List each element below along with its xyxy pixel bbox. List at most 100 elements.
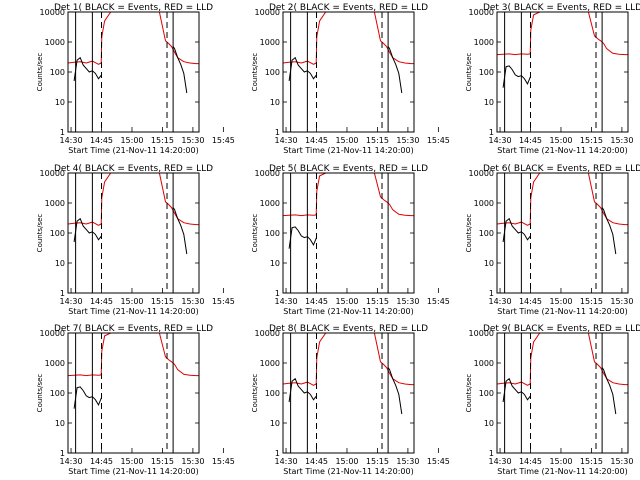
y-axis-label: Counts/sec — [465, 53, 473, 92]
y-tick-label: 100 — [50, 389, 65, 398]
panel-frame — [496, 11, 629, 133]
x-tick-label: 14:30 — [489, 297, 512, 306]
x-axis-label: Start Time (21-Nov-11 14:20:00) — [283, 467, 413, 476]
x-tick-label: 15:00 — [549, 136, 572, 145]
x-tick-label: 14:30 — [489, 457, 512, 466]
y-axis-label: Counts/sec — [251, 214, 259, 253]
panel-7: Det 7( BLACK = Events, RED = LLD 1 10 100 10… — [36, 324, 235, 476]
events-series-line — [73, 386, 102, 409]
y-axis-label: Counts/sec — [251, 374, 259, 413]
panel-title: Det 6( BLACK = Events, RED = LLD — [483, 164, 640, 174]
panel-frame — [282, 11, 415, 133]
y-tick-label: 1000 — [45, 199, 65, 208]
y-tick-label: 10000 — [469, 8, 494, 17]
events-series-line — [172, 207, 188, 255]
panel-title: Det 7( BLACK = Events, RED = LLD — [54, 324, 213, 334]
x-tick-label: 15:15 — [580, 136, 603, 145]
events-series-line — [387, 46, 403, 94]
y-axis-label: Counts/sec — [251, 53, 259, 92]
lld-series-line — [68, 12, 199, 65]
y-tick-label: 1 — [60, 449, 65, 458]
x-tick-label: 15:30 — [610, 457, 633, 466]
lld-series-line — [68, 173, 199, 226]
events-series-line — [601, 207, 617, 255]
x-tick-label: 15:15 — [151, 297, 174, 306]
panel-frame — [282, 332, 415, 454]
panel-1: Det 1( BLACK = Events, RED = LLD 1 10 100 10… — [36, 3, 235, 155]
y-tick-label: 1 — [275, 449, 280, 458]
x-tick-label: 14:45 — [90, 457, 113, 466]
x-tick-label: 14:45 — [305, 136, 328, 145]
y-axis-label: Counts/sec — [36, 53, 44, 92]
plot-area — [68, 173, 199, 255]
x-tick-label: 15:00 — [120, 457, 143, 466]
x-tick-label: 15:30 — [396, 457, 419, 466]
y-tick-label: 10 — [55, 419, 65, 428]
y-tick-label: 1000 — [474, 38, 494, 47]
panel-frame — [67, 332, 200, 454]
x-tick-label: 15:00 — [549, 457, 572, 466]
y-tick-label: 10000 — [469, 169, 494, 178]
x-axis-label: Start Time (21-Nov-11 14:20:00) — [68, 467, 198, 476]
x-tick-label: 15:30 — [610, 297, 633, 306]
x-tick-label: 15:15 — [580, 457, 603, 466]
y-tick-label: 1 — [489, 449, 494, 458]
x-tick-label: 15:30 — [181, 297, 204, 306]
y-tick-label: 100 — [50, 229, 65, 238]
x-tick-label: 15:45 — [427, 457, 450, 466]
x-axis-label: Start Time (21-Nov-11 14:20:00) — [283, 307, 413, 316]
x-tick-label: 14:45 — [305, 297, 328, 306]
y-tick-label: 10000 — [40, 8, 65, 17]
x-tick-label: 14:30 — [275, 457, 298, 466]
events-series-line — [387, 367, 403, 415]
panel-6: Det 6( BLACK = Events, RED = LLD 1 10 100 10… — [465, 164, 640, 316]
y-tick-label: 100 — [265, 68, 280, 77]
panel-frame — [282, 172, 415, 294]
events-series-line — [502, 217, 531, 243]
x-tick-label: 14:45 — [90, 297, 113, 306]
x-axis-label: Start Time (21-Nov-11 14:20:00) — [497, 146, 627, 155]
lld-series-line — [283, 12, 414, 65]
y-tick-label: 100 — [265, 389, 280, 398]
y-tick-label: 1 — [489, 128, 494, 137]
x-tick-label: 15:15 — [366, 457, 389, 466]
x-tick-label: 15:30 — [181, 457, 204, 466]
plot-area — [283, 12, 414, 94]
x-tick-label: 15:00 — [120, 136, 143, 145]
x-tick-label: 14:30 — [60, 457, 83, 466]
panel-3: Det 3( BLACK = Events, RED = LLD 1 10 100 10… — [465, 3, 640, 155]
x-tick-label: 15:15 — [580, 297, 603, 306]
y-tick-label: 10000 — [40, 329, 65, 338]
events-series-line — [172, 46, 188, 94]
lld-series-line — [497, 12, 628, 56]
y-tick-label: 1000 — [260, 38, 280, 47]
x-axis-label: Start Time (21-Nov-11 14:20:00) — [497, 467, 627, 476]
y-tick-label: 1000 — [474, 199, 494, 208]
y-tick-label: 10 — [270, 98, 280, 107]
x-tick-label: 14:30 — [489, 136, 512, 145]
panel-2: Det 2( BLACK = Events, RED = LLD 1 10 100 10… — [251, 3, 450, 155]
x-tick-label: 15:15 — [366, 136, 389, 145]
x-tick-label: 15:15 — [151, 457, 174, 466]
y-tick-label: 10000 — [255, 169, 280, 178]
y-tick-label: 1 — [275, 289, 280, 298]
y-axis-label: Counts/sec — [465, 214, 473, 253]
lld-series-line — [497, 173, 628, 226]
x-tick-label: 15:00 — [120, 297, 143, 306]
x-axis-label: Start Time (21-Nov-11 14:20:00) — [68, 307, 198, 316]
x-tick-label: 15:45 — [427, 136, 450, 145]
y-tick-label: 100 — [479, 68, 494, 77]
events-series-line — [73, 217, 102, 243]
y-axis-label: Counts/sec — [36, 374, 44, 413]
y-tick-label: 10000 — [255, 329, 280, 338]
events-series-line — [288, 377, 317, 403]
panel-title: Det 3( BLACK = Events, RED = LLD — [483, 3, 640, 13]
events-series-line — [288, 226, 317, 249]
x-tick-label: 15:30 — [396, 297, 419, 306]
x-axis-label: Start Time (21-Nov-11 14:20:00) — [497, 307, 627, 316]
panel-title: Det 8( BLACK = Events, RED = LLD — [269, 324, 428, 334]
plot-area — [497, 173, 628, 255]
panel-4: Det 4( BLACK = Events, RED = LLD 1 10 100 10… — [36, 164, 235, 316]
lld-series-line — [283, 173, 414, 217]
